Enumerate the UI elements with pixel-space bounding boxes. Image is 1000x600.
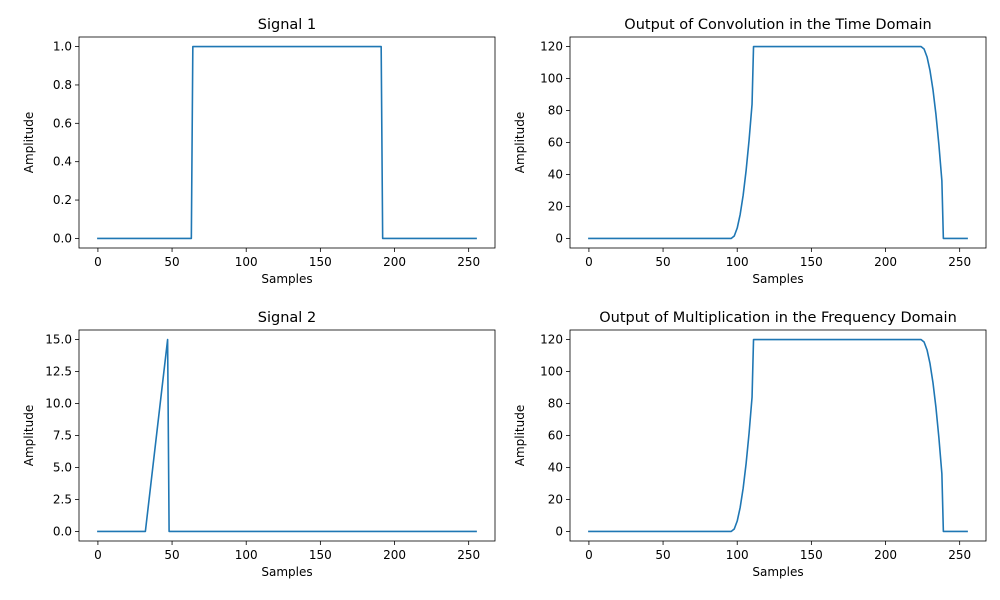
plot-frame [78, 329, 496, 542]
y-axis-label: Amplitude [22, 112, 36, 174]
y-tick-label: 12.5 [45, 365, 72, 379]
x-tick-label: 200 [383, 548, 406, 562]
x-axis-label: Samples [261, 272, 312, 286]
series-line [588, 45, 968, 240]
y-tick-label: 20 [548, 492, 563, 506]
x-tick-label: 100 [235, 548, 258, 562]
y-tick-label: 0.2 [53, 193, 72, 207]
y-tick-label: 120 [540, 40, 563, 54]
y-tick-label: 0.0 [53, 524, 72, 538]
frequency-output-chart: 0 50 100 150 200 250 0 20 40 60 80 100 120 Output of … [513, 310, 987, 579]
y-axis-label: Amplitude [22, 405, 36, 467]
y-tick-label: 20 [548, 199, 563, 213]
x-tick-label: 0 [94, 548, 102, 562]
y-tick-label: 0.4 [53, 155, 72, 169]
y-tick-label: 5.0 [53, 460, 72, 474]
plot-frame [78, 36, 496, 249]
y-tick-label: 0 [555, 524, 563, 538]
x-axis-label: Samples [261, 565, 312, 579]
y-tick-label: 0 [555, 231, 563, 245]
y-tick-label: 40 [548, 460, 563, 474]
chart-title: Signal 1 [258, 17, 316, 33]
chart-title: Output of Convolution in the Time Domain [624, 17, 931, 33]
x-tick-label: 0 [585, 255, 593, 269]
signal-2-chart: 0 50 100 150 200 250 0.0 2.5 5.0 7.5 10.0 12.5 15.0 S… [22, 310, 496, 579]
plot-frame [569, 329, 987, 542]
series-line [588, 338, 968, 533]
chart-title: Signal 2 [258, 310, 316, 326]
plot-frame [569, 36, 987, 249]
x-tick-label: 250 [457, 548, 480, 562]
y-tick-label: 0.8 [53, 78, 72, 92]
x-tick-label: 50 [655, 548, 670, 562]
y-tick-label: 100 [540, 365, 563, 379]
series-line [97, 338, 477, 533]
y-tick-label: 0.6 [53, 116, 72, 130]
x-tick-label: 150 [309, 548, 332, 562]
x-tick-label: 50 [655, 255, 670, 269]
x-axis-label: Samples [752, 272, 803, 286]
y-tick-label: 15.0 [45, 333, 72, 347]
x-tick-label: 250 [948, 255, 971, 269]
y-axis-label: Amplitude [513, 405, 527, 467]
y-tick-label: 10.0 [45, 397, 72, 411]
x-tick-label: 150 [800, 255, 823, 269]
y-tick-label: 40 [548, 167, 563, 181]
x-tick-label: 0 [94, 255, 102, 269]
x-tick-label: 100 [235, 255, 258, 269]
y-tick-label: 7.5 [53, 429, 72, 443]
x-tick-label: 0 [585, 548, 593, 562]
convolution-output-chart: 0 50 100 150 200 250 0 20 40 60 80 100 120 Output of … [513, 17, 987, 286]
chart-title: Output of Multiplication in the Frequenc… [599, 310, 957, 326]
x-tick-label: 250 [457, 255, 480, 269]
x-tick-label: 150 [309, 255, 332, 269]
x-tick-label: 200 [874, 255, 897, 269]
y-tick-label: 60 [548, 136, 563, 150]
x-tick-label: 50 [164, 548, 179, 562]
y-tick-label: 80 [548, 104, 563, 118]
x-tick-label: 50 [164, 255, 179, 269]
y-tick-label: 2.5 [53, 492, 72, 506]
y-tick-label: 60 [548, 429, 563, 443]
signal-1-chart: 0 50 100 150 200 250 0.0 0.2 0.4 0.6 0.8 1.0 Signal … [22, 17, 496, 286]
y-tick-label: 80 [548, 397, 563, 411]
x-tick-label: 200 [874, 548, 897, 562]
series-line [97, 45, 477, 240]
x-tick-label: 100 [726, 255, 749, 269]
x-axis-label: Samples [752, 565, 803, 579]
x-tick-label: 250 [948, 548, 971, 562]
x-tick-label: 200 [383, 255, 406, 269]
x-tick-label: 150 [800, 548, 823, 562]
y-tick-label: 1.0 [53, 40, 72, 54]
y-tick-label: 0.0 [53, 231, 72, 245]
x-tick-label: 100 [726, 548, 749, 562]
y-tick-label: 100 [540, 72, 563, 86]
y-axis-label: Amplitude [513, 112, 527, 174]
y-tick-label: 120 [540, 333, 563, 347]
